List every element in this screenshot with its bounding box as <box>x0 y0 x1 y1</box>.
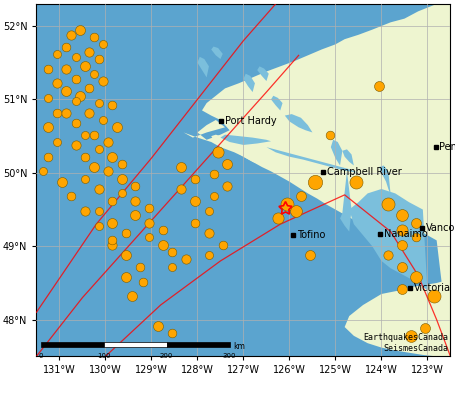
Polygon shape <box>211 47 222 59</box>
Polygon shape <box>344 279 450 356</box>
Text: Campbell River: Campbell River <box>327 167 401 177</box>
Text: Pem: Pem <box>440 142 455 152</box>
Text: Port Hardy: Port Hardy <box>225 116 277 126</box>
Text: 100: 100 <box>97 353 110 359</box>
Bar <box>40 342 104 346</box>
Text: Tofino: Tofino <box>297 230 325 240</box>
Text: Victoria: Victoria <box>414 283 451 293</box>
Polygon shape <box>220 135 271 145</box>
Polygon shape <box>257 67 269 81</box>
Polygon shape <box>379 166 391 195</box>
Polygon shape <box>197 57 209 77</box>
Polygon shape <box>211 135 381 230</box>
Text: km: km <box>233 342 245 350</box>
Polygon shape <box>349 189 427 290</box>
Polygon shape <box>340 171 352 232</box>
Text: 0: 0 <box>38 353 43 359</box>
Text: Nanaimo: Nanaimo <box>384 229 428 239</box>
Text: 300: 300 <box>223 353 236 359</box>
Polygon shape <box>239 120 250 128</box>
Text: Vanco: Vanco <box>426 223 455 233</box>
Polygon shape <box>331 140 342 166</box>
Bar <box>167 342 229 346</box>
Polygon shape <box>342 149 354 166</box>
Polygon shape <box>243 74 255 92</box>
Polygon shape <box>184 4 450 356</box>
Polygon shape <box>285 114 313 132</box>
Polygon shape <box>317 152 329 166</box>
Text: 200: 200 <box>160 353 173 359</box>
Bar <box>104 342 167 346</box>
Text: EarthquakesCanada
SeismesCanada: EarthquakesCanada SeismesCanada <box>363 333 448 353</box>
Polygon shape <box>267 147 359 173</box>
Polygon shape <box>271 96 283 110</box>
